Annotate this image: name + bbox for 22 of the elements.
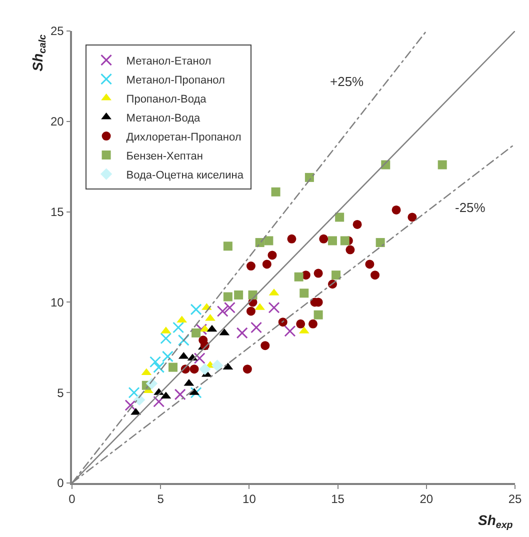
legend-label: Дихлоретан-Пропанол (126, 131, 242, 144)
x-tick-label: 15 (331, 492, 345, 506)
x-axis-title: Sh$_{exp}$ (478, 512, 513, 531)
x-tick-label: 20 (420, 492, 434, 506)
legend-label: Метанол-Вода (126, 112, 202, 124)
x-tick-label: 0 (68, 492, 76, 506)
annotation: -25% (455, 200, 486, 215)
x-tick-label: 5 (157, 492, 164, 506)
y-tick-label: 10 (50, 295, 64, 310)
y-tick-label: 5 (57, 386, 64, 400)
y-tick-label: 0 (57, 476, 64, 490)
annotation: +25% (330, 74, 364, 89)
legend-label: Метанол-Пропанол (126, 74, 225, 86)
legend-label: Бензен-Хептан (126, 150, 204, 162)
legend-label: Вода-Оцетна киселина (126, 169, 244, 182)
y-tick-label: 15 (50, 205, 64, 219)
y-tick-label: 25 (50, 24, 64, 38)
x-tick-label: 25 (508, 492, 522, 506)
y-tick-label: 20 (50, 114, 64, 129)
legend-label: Метанол-Етанол (126, 55, 212, 68)
legend-label: Пропанол-Вода (126, 93, 208, 106)
x-tick-label: 10 (242, 492, 256, 506)
